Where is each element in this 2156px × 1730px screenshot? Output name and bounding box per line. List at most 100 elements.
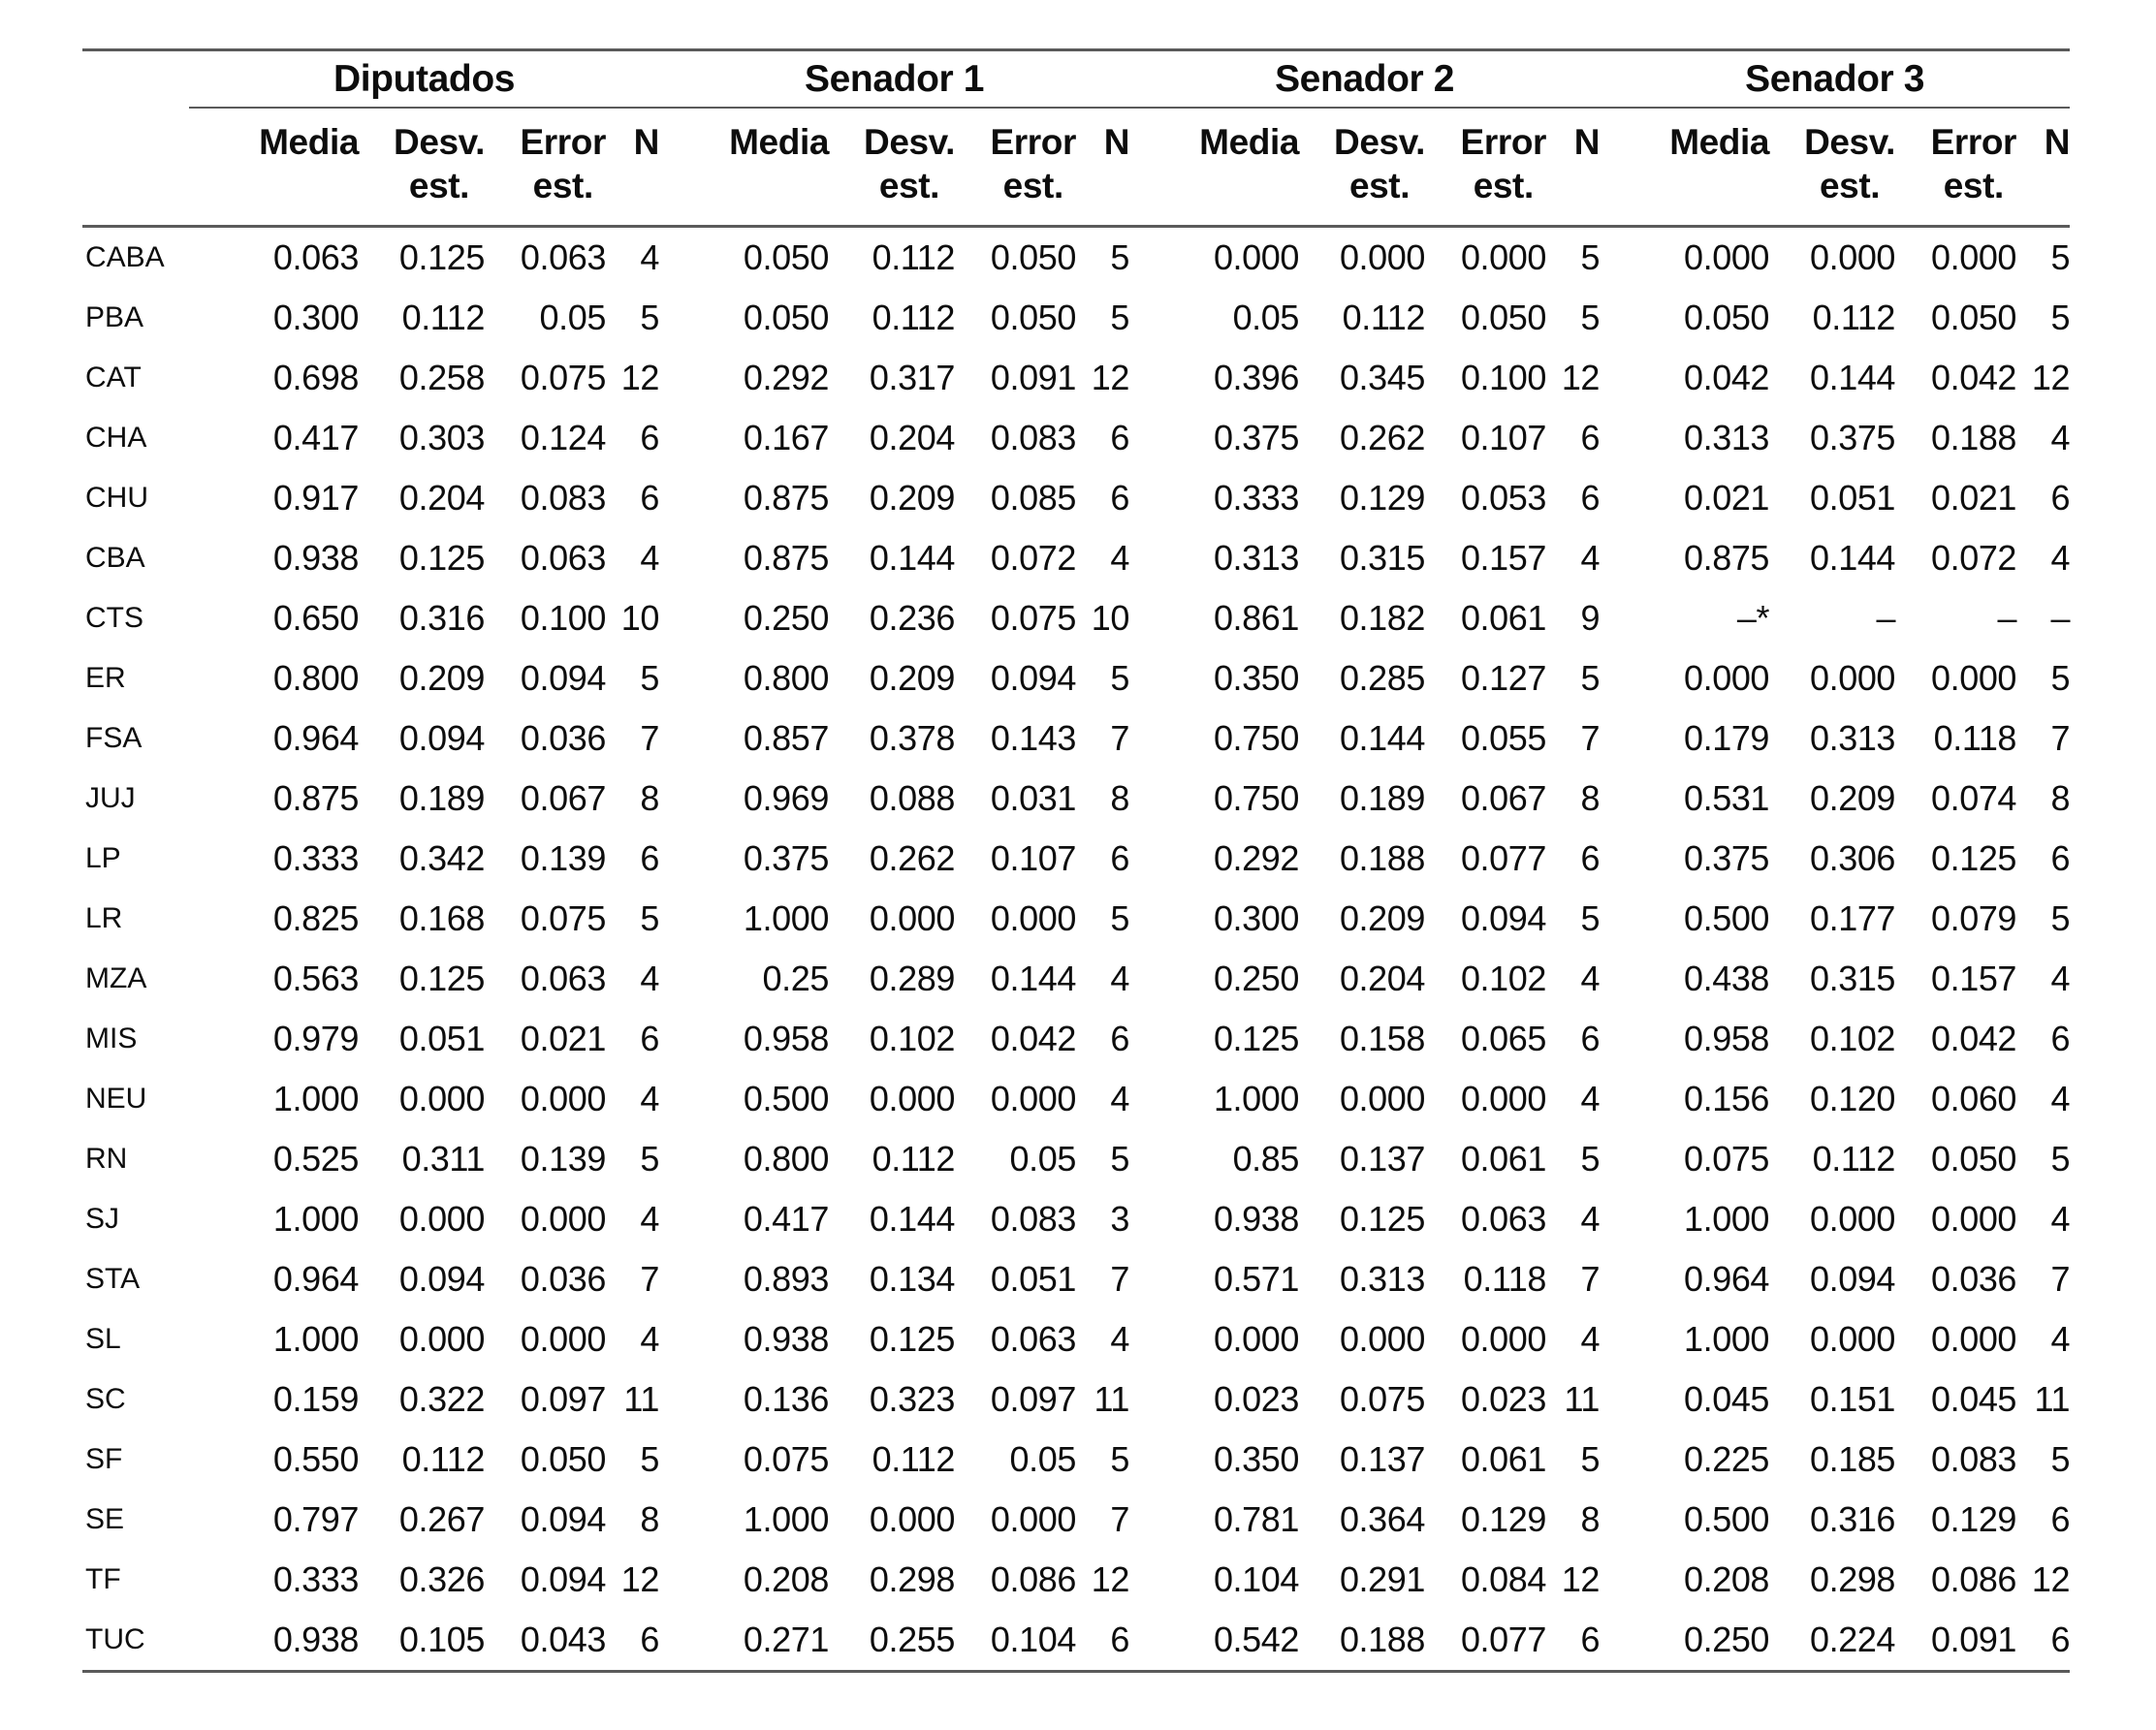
data-cell: 0.396 [1213,358,1300,397]
data-cell: 1.000 [743,1499,829,1539]
data-cell: 5 [1110,658,1130,698]
data-cell: 6 [640,838,659,878]
data-cell: –* [1736,598,1770,638]
data-cell: 0.306 [1809,838,1896,878]
data-cell: 12 [620,358,660,397]
data-cell: 0.075 [1339,1379,1426,1419]
col-header-text: Error est. [520,122,607,206]
data-cell: 7 [2050,1259,2071,1299]
data-cell: 0.000 [398,1079,485,1118]
data-cell: 0.000 [1930,237,2017,277]
data-cell: 0.298 [1809,1559,1896,1599]
data-cell: 0.300 [1213,898,1300,938]
data-cell: 0.417 [272,418,359,457]
data-cell: 8 [640,778,659,818]
data-cell: 0.000 [1460,237,1547,277]
data-cell: 0.185 [1809,1439,1896,1479]
data-cell: 0.094 [1460,898,1547,938]
data-cell: 0.144 [869,1199,955,1239]
table-row-rn: RN 0.525 0.311 0.139 5 0.800 0.112 0.05 5 0.85 0.1… [82,1129,2070,1189]
table-row-sta: STA 0.964 0.094 0.036 7 0.893 0.134 0.051 7 0.571… [82,1249,2070,1309]
data-cell: 0.650 [272,598,359,638]
data-cell: 0.157 [1460,538,1547,578]
data-cell: 0.375 [1213,418,1300,457]
data-cell: 8 [2050,778,2071,818]
data-cell: 0.129 [1339,478,1426,518]
data-cell: 7 [2050,718,2071,758]
data-cell: 0.075 [1683,1139,1770,1179]
data-cell: 0.204 [1339,959,1426,998]
data-cell: 6 [2050,838,2071,878]
data-cell: 0.136 [743,1379,829,1419]
data-cell: 0.250 [743,598,829,638]
data-cell: 6 [1580,1019,1601,1058]
data-cell: 0.036 [520,718,606,758]
col-header-senador-1-n: N [1076,108,1129,228]
data-cell: 0.236 [869,598,955,638]
data-cell: 1.000 [272,1199,359,1239]
data-cell: 0.144 [869,538,955,578]
row-label: CHA [85,422,147,454]
data-cell: 0.061 [1460,1439,1547,1479]
data-cell: 0.271 [659,1610,829,1673]
data-cell: 0.045 [1683,1379,1770,1419]
col-header-senador-3-error: Error est. [1895,108,2017,228]
data-cell: 0.438 [1683,959,1770,998]
table-row-mis: MIS 0.979 0.051 0.021 6 0.958 0.102 0.042 6 0.125… [82,1009,2070,1069]
data-cell: 0.531 [1683,778,1770,818]
col-header-text: Error est. [1460,122,1547,206]
data-cell: 5 [640,1139,659,1179]
data-cell: 0.188 [1299,1610,1425,1673]
data-cell: 4 [2050,1079,2071,1118]
data-cell: 0.050 [1460,298,1547,337]
data-cell: 0.077 [1460,838,1547,878]
col-header-text: Error est. [1930,122,2017,206]
data-cell: 10 [1091,598,1130,638]
table-row-lp: LP 0.333 0.342 0.139 6 0.375 0.262 0.107 6 0.292 0… [82,829,2070,889]
data-cell: – [2050,598,2071,638]
col-header-text: Media [729,122,829,162]
data-cell: 0.315 [1809,959,1896,998]
data-cell: 0.938 [189,1610,359,1673]
data-cell: 0.938 [272,538,359,578]
data-cell: 0.050 [990,237,1076,277]
data-cell: 0.036 [520,1259,606,1299]
data-cell: 0.345 [1339,358,1426,397]
row-label: STA [85,1263,141,1295]
data-cell: 7 [1110,1259,1130,1299]
data-cell: 0.364 [1339,1499,1426,1539]
data-cell: 0.042 [1930,1019,2017,1058]
data-cell: 0.698 [272,358,359,397]
data-cell: 0.000 [1339,1079,1426,1118]
data-cell: 0.129 [1460,1499,1547,1539]
data-cell: 0.000 [1460,1079,1547,1118]
data-cell: 0.000 [990,1079,1076,1118]
data-cell: 6 [1110,478,1130,518]
data-cell: 5 [1110,1439,1130,1479]
data-cell: 4 [640,237,659,277]
data-cell: 0.313 [1683,418,1770,457]
table-row-neu: NEU 1.000 0.000 0.000 4 0.500 0.000 0.000 4 1.000… [82,1069,2070,1129]
data-cell: 0.292 [743,358,829,397]
data-cell: 0.209 [398,658,485,698]
data-cell: 5 [2050,1139,2071,1179]
table-container: Diputados Senador 1 Senador 2 Senador 3 Med… [82,48,2070,1673]
data-cell: 0.072 [990,538,1076,578]
data-cell: 0.085 [990,478,1076,518]
data-cell: 0.000 [869,898,955,938]
data-cell: 0.563 [272,959,359,998]
data-cell: 0.112 [401,298,486,337]
data-cell: 0.112 [872,237,956,277]
data-cell: 0.317 [869,358,955,397]
data-cell: 0.050 [1683,298,1770,337]
data-cell: 4 [1580,959,1601,998]
data-cell: 5 [1110,898,1130,938]
table-row-er: ER 0.800 0.209 0.094 5 0.800 0.209 0.094 5 0.350 0… [82,648,2070,708]
table-row-se: SE 0.797 0.267 0.094 8 1.000 0.000 0.000 7 0.781 0… [82,1490,2070,1550]
data-cell: 0.060 [1930,1079,2017,1118]
data-cell: 4 [2050,1199,2071,1239]
data-cell: 0.050 [1930,298,2017,337]
data-cell: 0.061 [1460,1139,1547,1179]
data-cell: 0.969 [743,778,829,818]
data-cell: 0.156 [1683,1079,1770,1118]
